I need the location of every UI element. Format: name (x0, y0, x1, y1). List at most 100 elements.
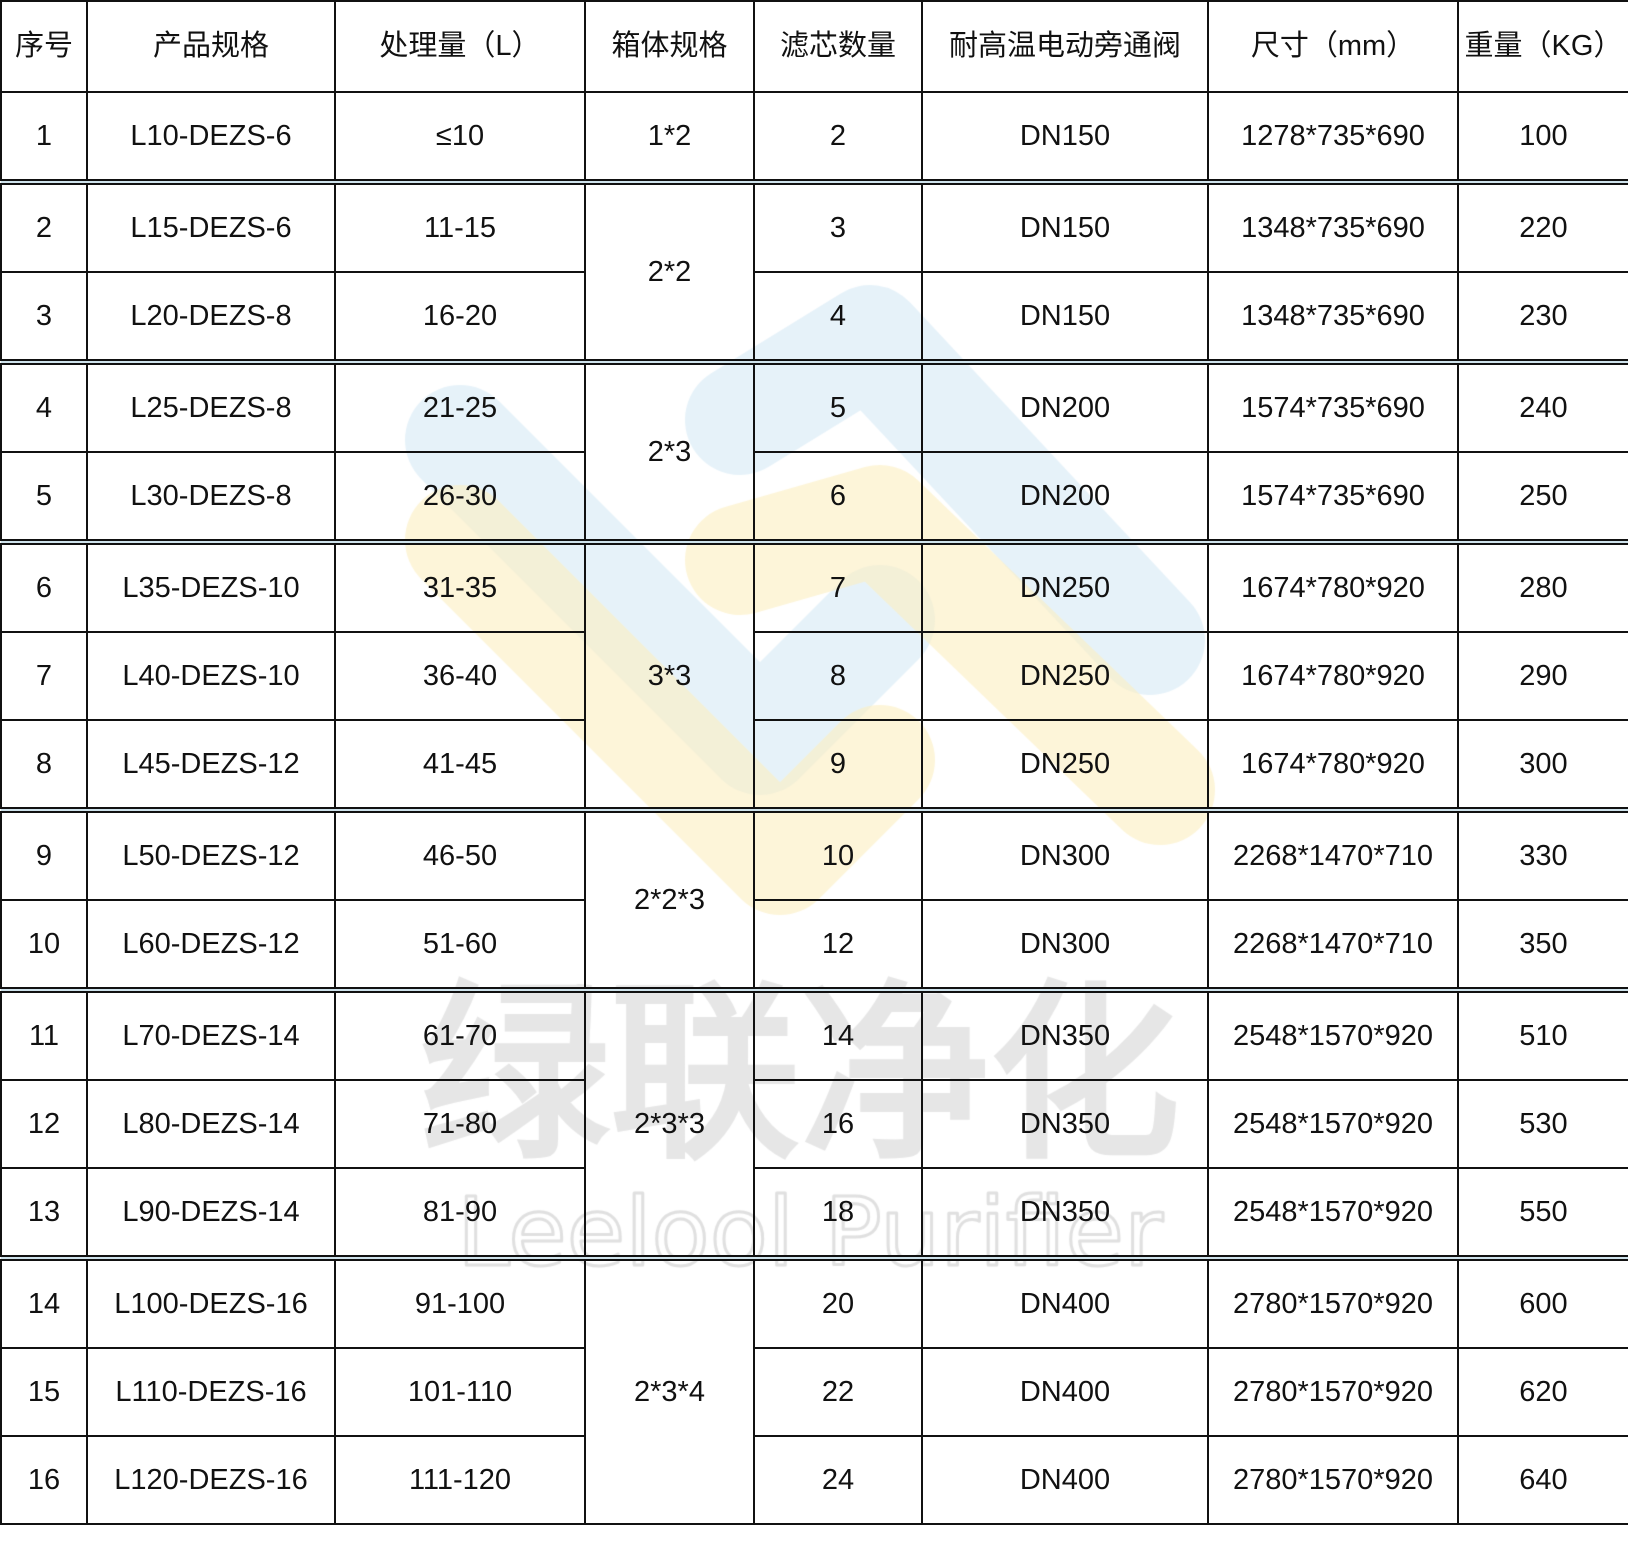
cell-model: L10-DEZS-6 (86, 91, 336, 181)
cell-dimensions: 2548*1570*920 (1207, 1079, 1459, 1169)
cell-index: 4 (0, 363, 88, 453)
cell-weight: 600 (1457, 1259, 1628, 1349)
cell-capacity: 61-70 (334, 991, 586, 1081)
cell-weight: 250 (1457, 451, 1628, 541)
cell-model: L15-DEZS-6 (86, 183, 336, 273)
cell-dimensions: 2780*1570*920 (1207, 1347, 1459, 1437)
cell-capacity: 36-40 (334, 631, 586, 721)
cell-capacity: 46-50 (334, 811, 586, 901)
cell-weight: 530 (1457, 1079, 1628, 1169)
cell-filter-count: 8 (753, 631, 923, 721)
cell-capacity: ≤10 (334, 91, 586, 181)
cell-capacity: 101-110 (334, 1347, 586, 1437)
cell-weight: 550 (1457, 1167, 1628, 1257)
cell-bypass-valve: DN400 (921, 1259, 1209, 1349)
cell-model: L50-DEZS-12 (86, 811, 336, 901)
cell-weight: 290 (1457, 631, 1628, 721)
cell-dimensions: 2780*1570*920 (1207, 1435, 1459, 1525)
cell-index: 6 (0, 543, 88, 633)
table-row: 6 L35-DEZS-10 31-35 3*3 7 DN250 1674*780*920 28… (0, 543, 1628, 809)
cell-index: 1 (0, 91, 88, 181)
header-model: 产品规格 (86, 0, 336, 93)
table-row: 7 L40-DEZS-10 36-40 8 DN250 1674*780*920 290 (0, 631, 1628, 721)
header-dimensions: 尺寸（mm） (1207, 0, 1459, 93)
cell-bypass-valve: DN350 (921, 991, 1209, 1081)
cell-weight: 240 (1457, 363, 1628, 453)
cell-capacity: 16-20 (334, 271, 586, 361)
table-row: 15 L110-DEZS-16 101-110 22 DN400 2780*1570*92… (0, 1347, 1628, 1437)
cell-filter-count: 12 (753, 899, 923, 989)
cell-capacity: 51-60 (334, 899, 586, 989)
cell-index: 9 (0, 811, 88, 901)
cell-filter-count: 24 (753, 1435, 923, 1525)
cell-capacity: 91-100 (334, 1259, 586, 1349)
cell-index: 7 (0, 631, 88, 721)
table-row: 9 L50-DEZS-12 46-50 2*2*3 10 DN300 2268*1470*7… (0, 811, 1628, 989)
cell-filter-count: 20 (753, 1259, 923, 1349)
cell-bypass-valve: DN250 (921, 719, 1209, 809)
cell-box-spec: 2*2*3 (584, 811, 755, 989)
cell-capacity: 71-80 (334, 1079, 586, 1169)
cell-dimensions: 1674*780*920 (1207, 719, 1459, 809)
cell-box-spec: 2*3*4 (584, 1259, 755, 1525)
cell-capacity: 11-15 (334, 183, 586, 273)
cell-model: L100-DEZS-16 (86, 1259, 336, 1349)
cell-index: 13 (0, 1167, 88, 1257)
cell-weight: 640 (1457, 1435, 1628, 1525)
cell-filter-count: 22 (753, 1347, 923, 1437)
cell-model: L120-DEZS-16 (86, 1435, 336, 1525)
cell-dimensions: 2268*1470*710 (1207, 811, 1459, 901)
cell-index: 10 (0, 899, 88, 989)
cell-model: L60-DEZS-12 (86, 899, 336, 989)
cell-filter-count: 10 (753, 811, 923, 901)
cell-capacity: 111-120 (334, 1435, 586, 1525)
cell-index: 15 (0, 1347, 88, 1437)
table-row: 8 L45-DEZS-12 41-45 9 DN250 1674*780*920 300 (0, 719, 1628, 809)
cell-filter-count: 9 (753, 719, 923, 809)
cell-box-spec: 2*2 (584, 183, 755, 361)
table-row: 12 L80-DEZS-14 71-80 16 DN350 2548*1570*920 53… (0, 1079, 1628, 1169)
cell-filter-count: 6 (753, 451, 923, 541)
header-capacity: 处理量（L） (334, 0, 586, 93)
cell-weight: 220 (1457, 183, 1628, 273)
cell-capacity: 26-30 (334, 451, 586, 541)
cell-filter-count: 4 (753, 271, 923, 361)
cell-dimensions: 2268*1470*710 (1207, 899, 1459, 989)
cell-filter-count: 14 (753, 991, 923, 1081)
cell-index: 16 (0, 1435, 88, 1525)
cell-bypass-valve: DN300 (921, 899, 1209, 989)
cell-box-spec: 1*2 (584, 91, 755, 181)
cell-index: 14 (0, 1259, 88, 1349)
cell-bypass-valve: DN350 (921, 1079, 1209, 1169)
cell-model: L20-DEZS-8 (86, 271, 336, 361)
cell-bypass-valve: DN200 (921, 451, 1209, 541)
cell-weight: 100 (1457, 91, 1628, 181)
cell-dimensions: 1574*735*690 (1207, 451, 1459, 541)
table-row: 10 L60-DEZS-12 51-60 12 DN300 2268*1470*710 35… (0, 899, 1628, 989)
header-row: 序号 产品规格 处理量（L） 箱体规格 滤芯数量 耐高温电动旁通阀 尺寸（mm） 重量（KG） (0, 0, 1628, 93)
cell-dimensions: 2548*1570*920 (1207, 1167, 1459, 1257)
cell-weight: 330 (1457, 811, 1628, 901)
cell-capacity: 81-90 (334, 1167, 586, 1257)
cell-index: 11 (0, 991, 88, 1081)
header-box-spec: 箱体规格 (584, 0, 755, 93)
cell-weight: 280 (1457, 543, 1628, 633)
cell-model: L90-DEZS-14 (86, 1167, 336, 1257)
table-row: 5 L30-DEZS-8 26-30 6 DN200 1574*735*690 250 (0, 451, 1628, 541)
cell-model: L35-DEZS-10 (86, 543, 336, 633)
table-row: 16 L120-DEZS-16 111-120 24 DN400 2780*1570*92… (0, 1435, 1628, 1525)
table-row: 3 L20-DEZS-8 16-20 4 DN150 1348*735*690 230 (0, 271, 1628, 361)
cell-dimensions: 1674*780*920 (1207, 543, 1459, 633)
table-row: 14 L100-DEZS-16 91-100 2*3*4 20 DN400 2780*157… (0, 1259, 1628, 1525)
cell-index: 5 (0, 451, 88, 541)
header-filter-count: 滤芯数量 (753, 0, 923, 93)
cell-dimensions: 2548*1570*920 (1207, 991, 1459, 1081)
cell-model: L45-DEZS-12 (86, 719, 336, 809)
cell-filter-count: 7 (753, 543, 923, 633)
header-index: 序号 (0, 0, 88, 93)
cell-capacity: 21-25 (334, 363, 586, 453)
cell-dimensions: 1278*735*690 (1207, 91, 1459, 181)
cell-bypass-valve: DN400 (921, 1435, 1209, 1525)
cell-dimensions: 1348*735*690 (1207, 271, 1459, 361)
cell-filter-count: 5 (753, 363, 923, 453)
